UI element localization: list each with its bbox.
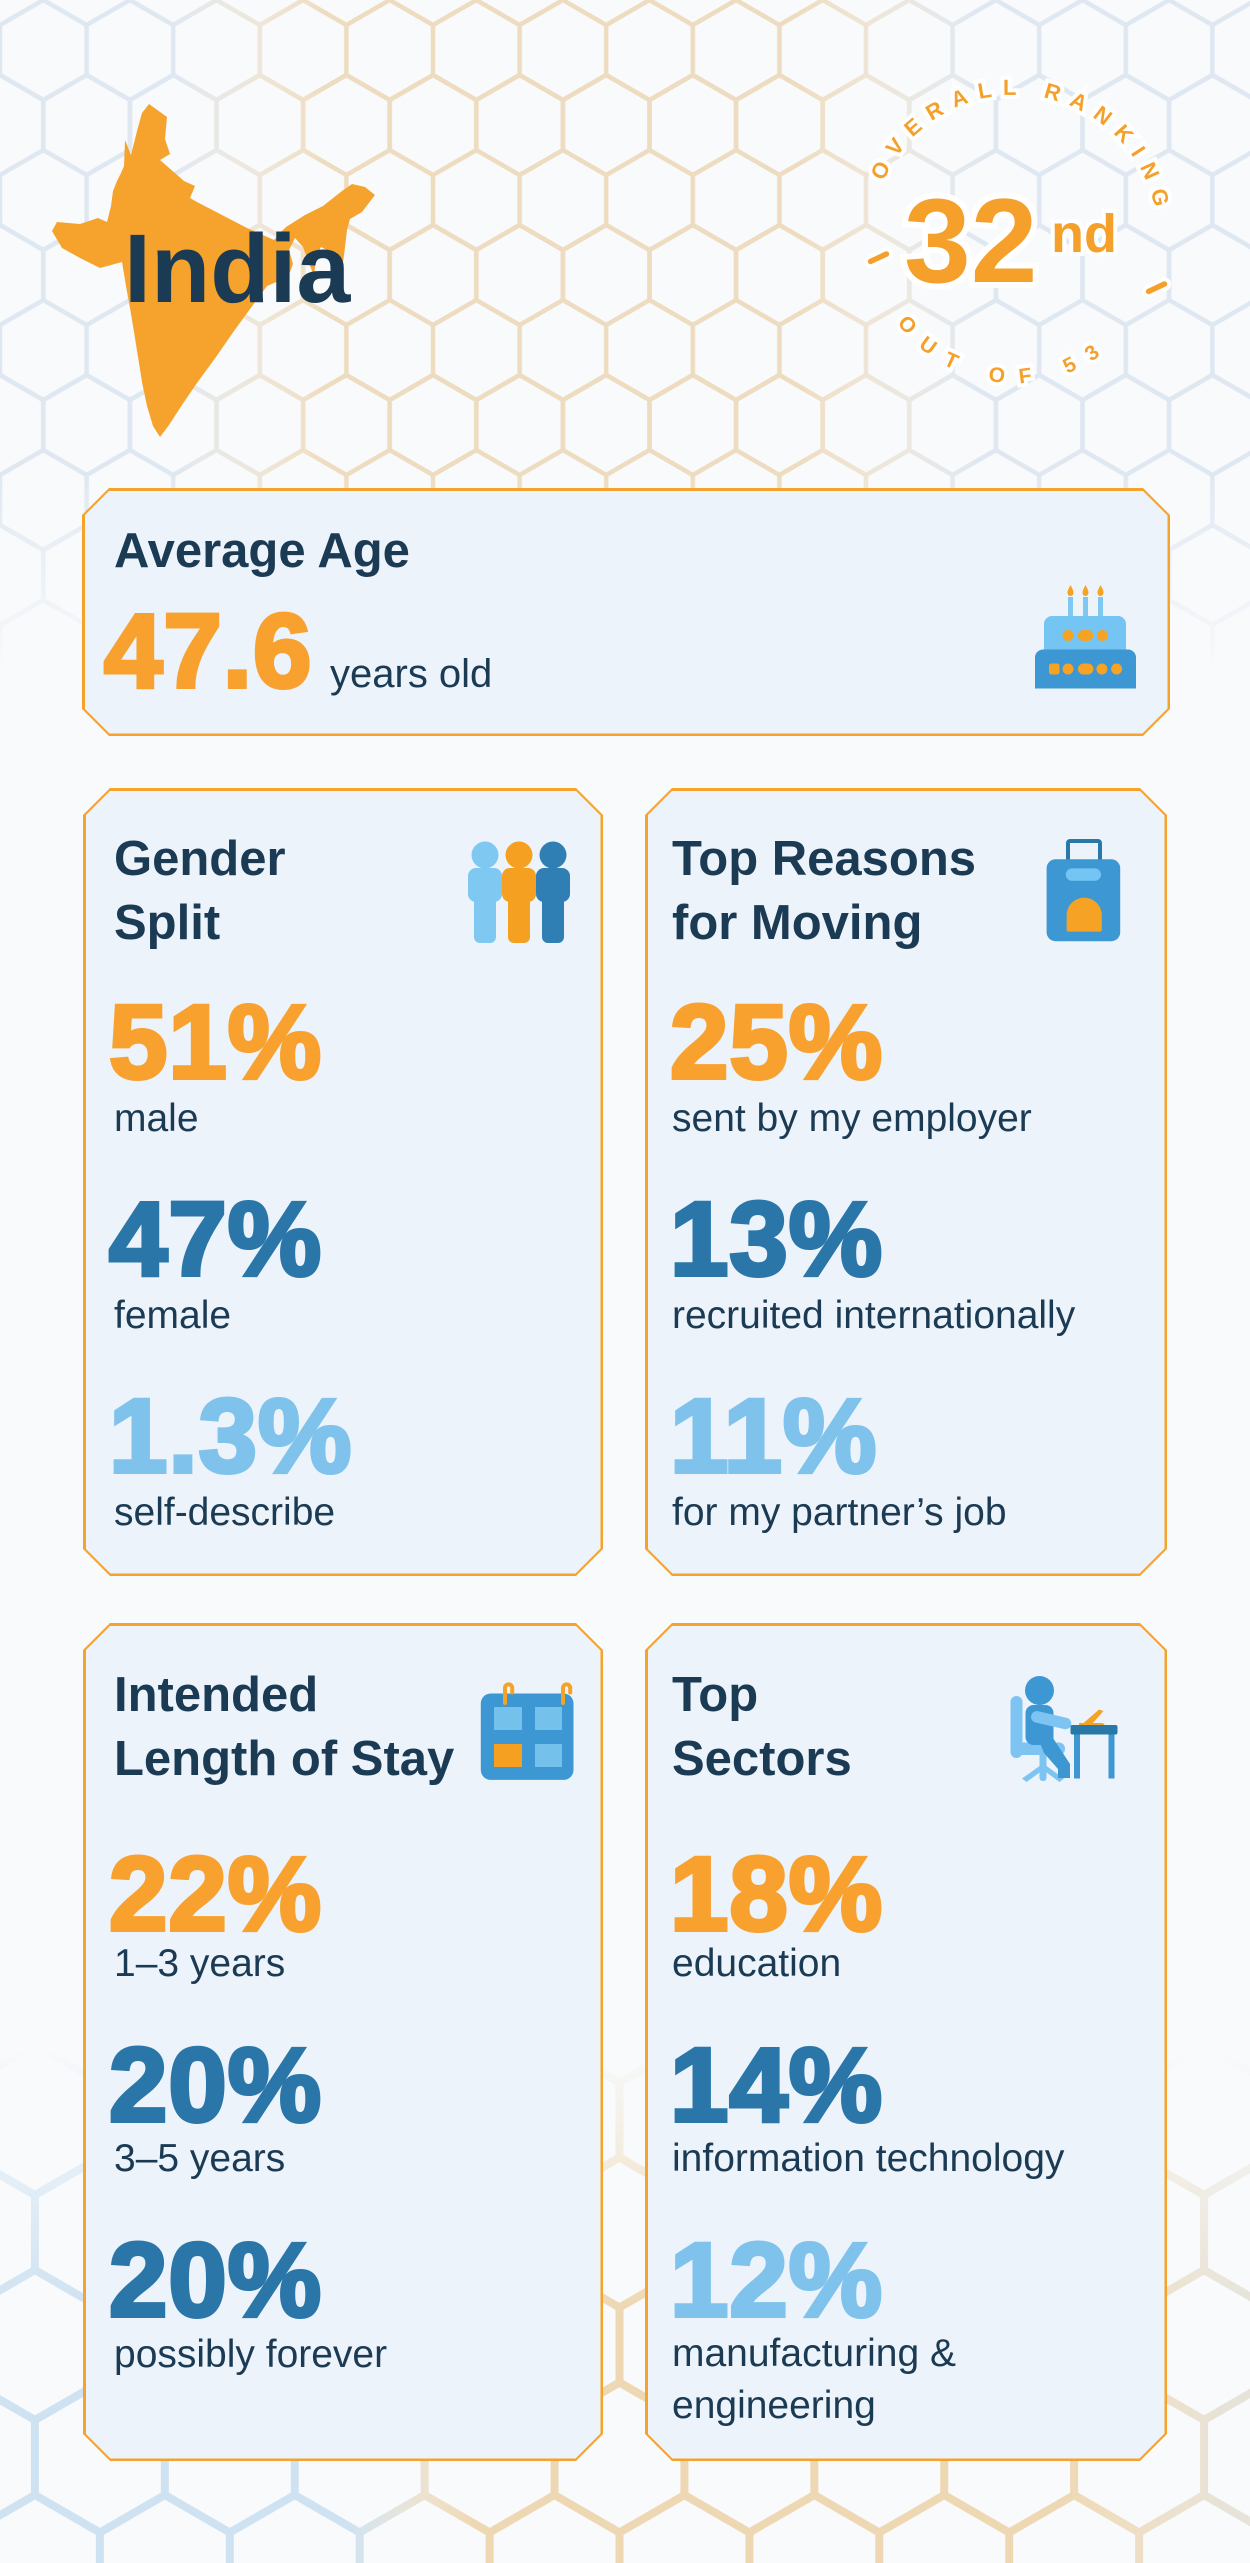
svg-text:OUT OF 53: OUT OF 53 [893, 311, 1116, 388]
svg-text:32: 32 [904, 174, 1037, 308]
svg-text:nd: nd [1051, 204, 1117, 264]
